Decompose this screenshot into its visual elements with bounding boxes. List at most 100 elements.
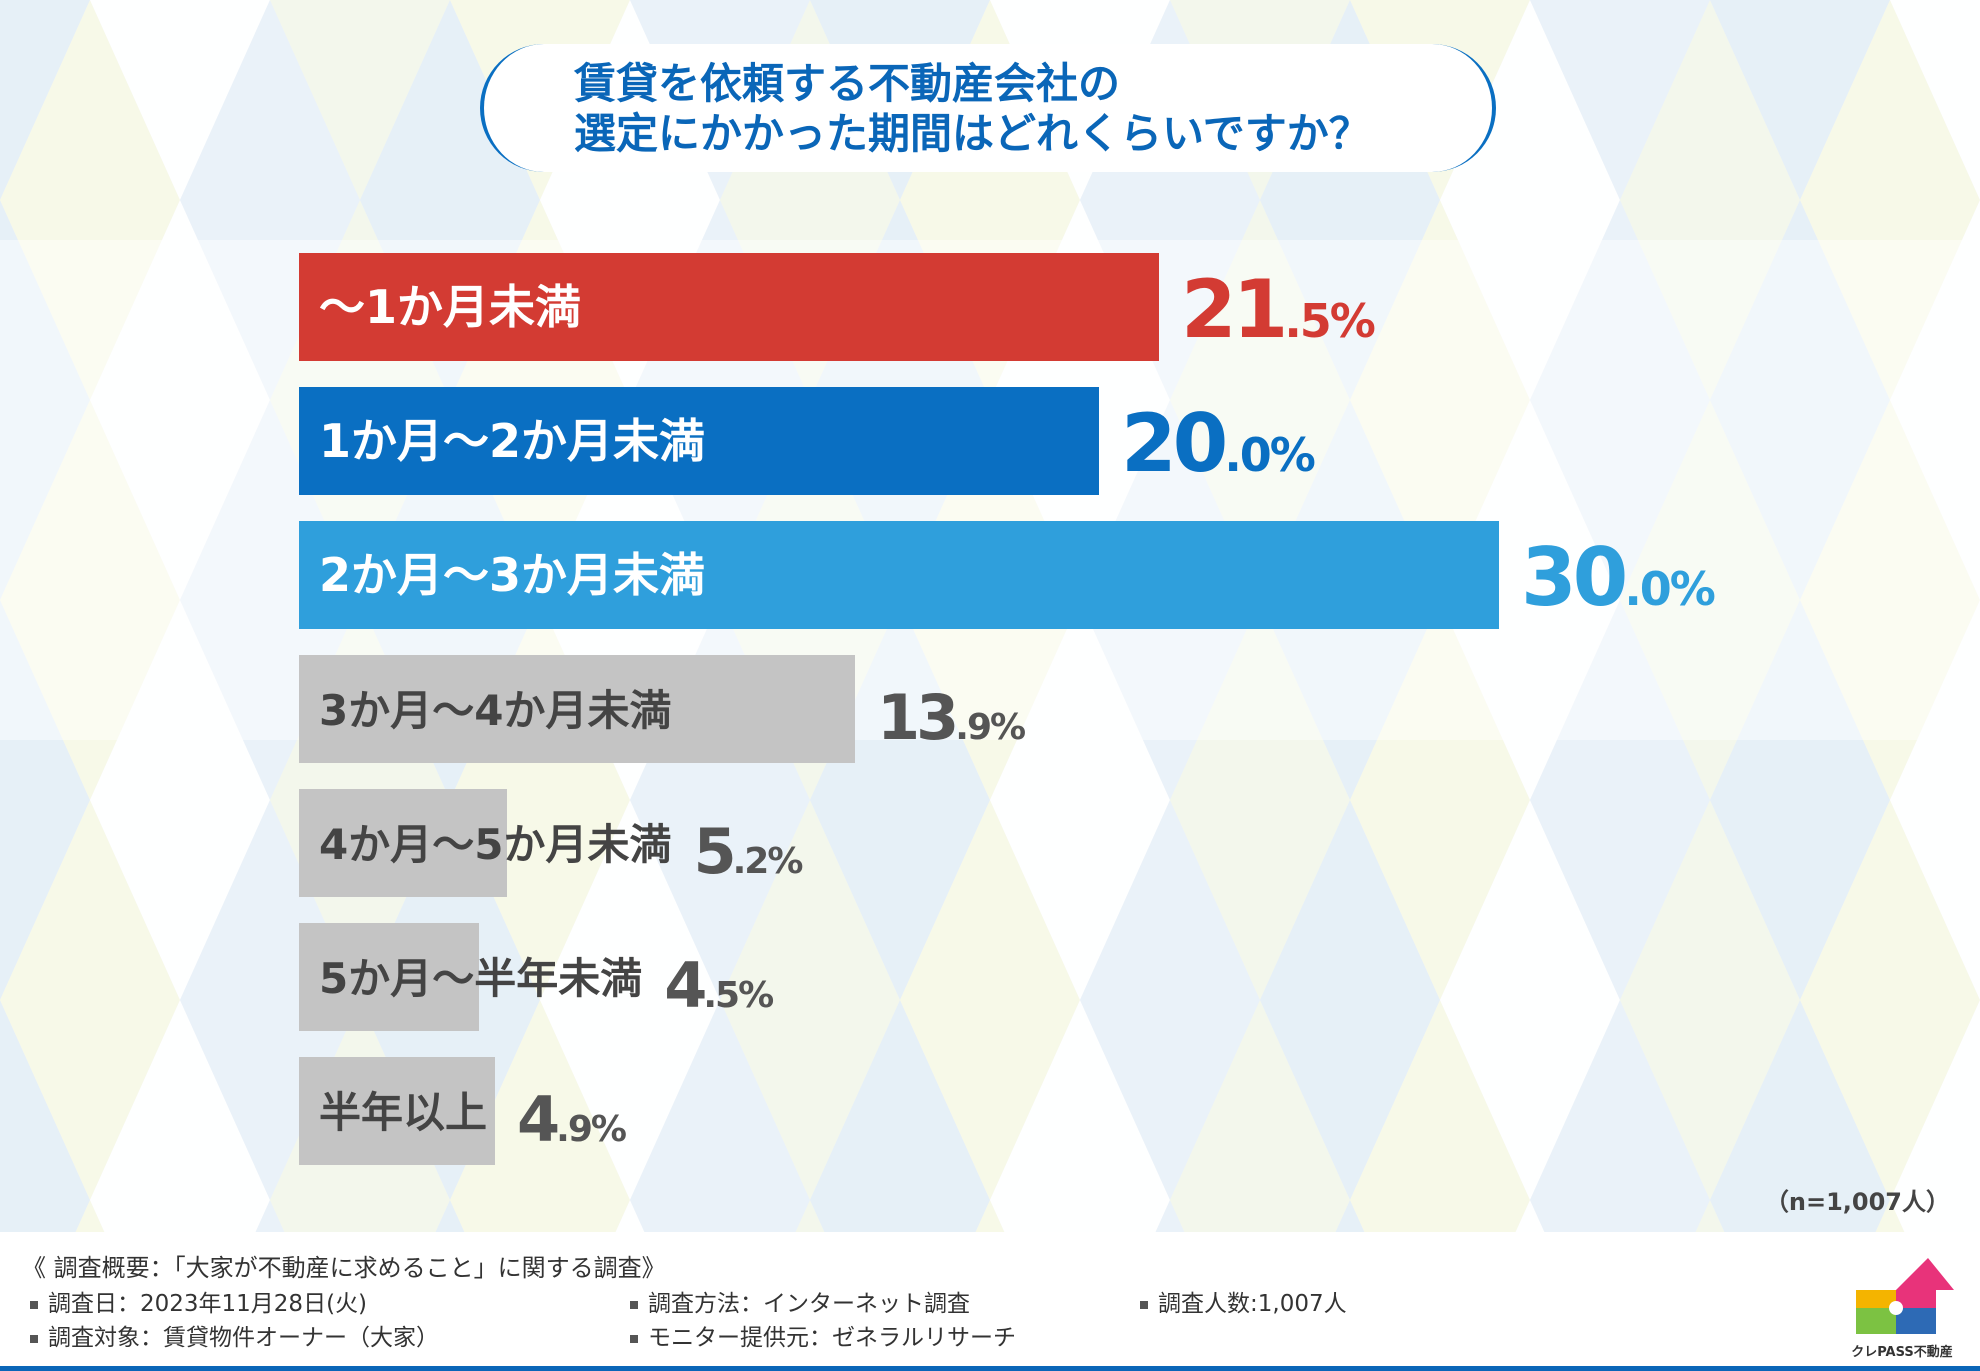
bg-triangle bbox=[1620, 600, 1800, 800]
bg-triangle bbox=[1890, 1000, 1980, 1200]
bar-category-label: 5か月〜半年未満 bbox=[319, 954, 642, 1003]
bg-triangle bbox=[1890, 600, 1980, 800]
bg-triangle bbox=[1350, 400, 1530, 600]
bg-triangle bbox=[1800, 200, 1980, 400]
bullet-icon bbox=[1140, 1300, 1148, 1309]
bg-triangle bbox=[270, 1200, 450, 1232]
bar-value-label: 4.9% bbox=[517, 1083, 626, 1156]
bg-triangle bbox=[1440, 200, 1620, 400]
bg-triangle bbox=[1710, 1000, 1890, 1200]
bg-triangle bbox=[1620, 400, 1800, 600]
bg-triangle bbox=[630, 1200, 810, 1232]
bar-group: 5か月〜半年未満 bbox=[299, 923, 642, 1031]
bg-triangle bbox=[1530, 400, 1710, 600]
bar-category-label: 2か月〜3か月未満 bbox=[319, 548, 705, 602]
bg-triangle bbox=[900, 600, 1080, 800]
bg-triangle bbox=[1350, 800, 1530, 1000]
bg-triangle bbox=[450, 1200, 630, 1232]
bar bbox=[299, 923, 479, 1031]
bg-triangle bbox=[1890, 200, 1980, 400]
bg-triangle bbox=[1620, 200, 1800, 400]
bg-triangle bbox=[1890, 1200, 1980, 1232]
bg-triangle bbox=[90, 0, 270, 200]
bg-triangle bbox=[1710, 200, 1890, 400]
bg-triangle bbox=[1440, 0, 1620, 200]
bg-triangle bbox=[0, 200, 180, 400]
bg-triangle bbox=[1710, 600, 1890, 800]
bg-triangle bbox=[75, 1200, 105, 1232]
bg-triangle bbox=[90, 1000, 270, 1200]
bg-triangle bbox=[540, 800, 720, 1000]
survey-target: 調査対象：賃貸物件オーナー（大家） bbox=[30, 1318, 439, 1352]
bg-triangle bbox=[1260, 600, 1440, 800]
bar-category-label: 半年以上 bbox=[319, 1088, 487, 1137]
bg-triangle bbox=[1530, 0, 1710, 200]
bg-triangle bbox=[990, 800, 1170, 1000]
bg-triangle bbox=[1440, 1000, 1620, 1200]
bg-triangle bbox=[1170, 1000, 1350, 1200]
bg-triangle bbox=[990, 1000, 1170, 1200]
bar-chart: 〜1か月未満 21.5% 1か月〜2か月未満 20.0% 2か月〜3か月未満 30.0% 3… bbox=[299, 253, 1717, 1165]
bg-triangle bbox=[180, 0, 360, 200]
bar-category-label: 1か月〜2か月未満 bbox=[319, 414, 705, 468]
bullet-icon bbox=[30, 1300, 38, 1309]
bg-triangle bbox=[270, 0, 450, 200]
bg-triangle bbox=[0, 400, 180, 600]
bg-triangle bbox=[900, 800, 1080, 1000]
bg-triangle bbox=[1710, 1200, 1890, 1232]
bg-triangle bbox=[1890, 0, 1980, 200]
bg-triangle bbox=[1800, 400, 1980, 600]
bar bbox=[299, 789, 507, 897]
bg-triangle bbox=[1155, 1200, 1185, 1232]
bg-triangle bbox=[975, 1200, 1005, 1232]
title-box: 賃貸を依頼する不動産会社の 選定にかかった期間はどれくらいですか？ bbox=[480, 44, 1496, 172]
bg-triangle bbox=[435, 1200, 465, 1232]
bg-triangle bbox=[720, 800, 900, 1000]
bar bbox=[299, 521, 1499, 629]
bg-triangle bbox=[1440, 800, 1620, 1000]
bg-triangle bbox=[1530, 1200, 1710, 1232]
bg-triangle bbox=[255, 1200, 285, 1232]
bullet-icon bbox=[630, 1334, 638, 1343]
bar-group: 1か月〜2か月未満 bbox=[299, 387, 1099, 495]
survey-count: 調査人数:1,007人 bbox=[1140, 1284, 1347, 1318]
bg-triangle bbox=[1350, 1200, 1530, 1232]
bg-triangle bbox=[1530, 800, 1710, 1000]
bg-triangle bbox=[180, 1000, 360, 1200]
bg-triangle bbox=[1530, 200, 1710, 400]
bg-triangle bbox=[1710, 400, 1890, 600]
bar bbox=[299, 387, 1099, 495]
bullet-icon bbox=[30, 1334, 38, 1343]
bg-triangle bbox=[90, 400, 270, 600]
bg-triangle bbox=[990, 1200, 1170, 1232]
survey-date: 調査日：2023年11月28日(火) bbox=[30, 1284, 367, 1318]
bg-triangle bbox=[1620, 0, 1800, 200]
bg-triangle bbox=[630, 1000, 810, 1200]
bar-value-label: 4.5% bbox=[664, 949, 773, 1022]
bar-value-label: 13.9% bbox=[877, 681, 1025, 754]
bg-triangle bbox=[1170, 1200, 1350, 1232]
bg-triangle bbox=[1530, 1000, 1710, 1200]
bg-triangle bbox=[990, 600, 1170, 800]
bg-triangle bbox=[1515, 1200, 1545, 1232]
bar-value-label: 30.0% bbox=[1521, 531, 1715, 624]
bg-triangle bbox=[1260, 800, 1440, 1000]
bar-group: 4か月〜5か月未満 bbox=[299, 789, 671, 897]
bg-triangle bbox=[1620, 800, 1800, 1000]
bg-triangle bbox=[1350, 1000, 1530, 1200]
bar-category-label: 4か月〜5か月未満 bbox=[319, 820, 671, 869]
puzzle-house-icon bbox=[1856, 1258, 1954, 1334]
bar-category-label: 3か月〜4か月未満 bbox=[319, 686, 671, 735]
bar-value-label: 5.2% bbox=[693, 815, 802, 888]
bar bbox=[299, 253, 1159, 361]
bg-triangle bbox=[810, 1000, 990, 1200]
bg-triangle bbox=[180, 600, 360, 800]
survey-title: 《 調査概要：「大家が不動産に求めること」に関する調査》 bbox=[22, 1254, 666, 1282]
footer: 《 調査概要：「大家が不動産に求めること」に関する調査》 調査日：2023年11… bbox=[0, 1232, 1980, 1371]
bg-triangle bbox=[90, 600, 270, 800]
bullet-icon bbox=[630, 1300, 638, 1309]
survey-method: 調査方法：インターネット調査 bbox=[630, 1284, 970, 1318]
bg-triangle bbox=[1875, 1200, 1905, 1232]
bg-triangle bbox=[1620, 1000, 1800, 1200]
bg-triangle bbox=[1695, 1200, 1725, 1232]
